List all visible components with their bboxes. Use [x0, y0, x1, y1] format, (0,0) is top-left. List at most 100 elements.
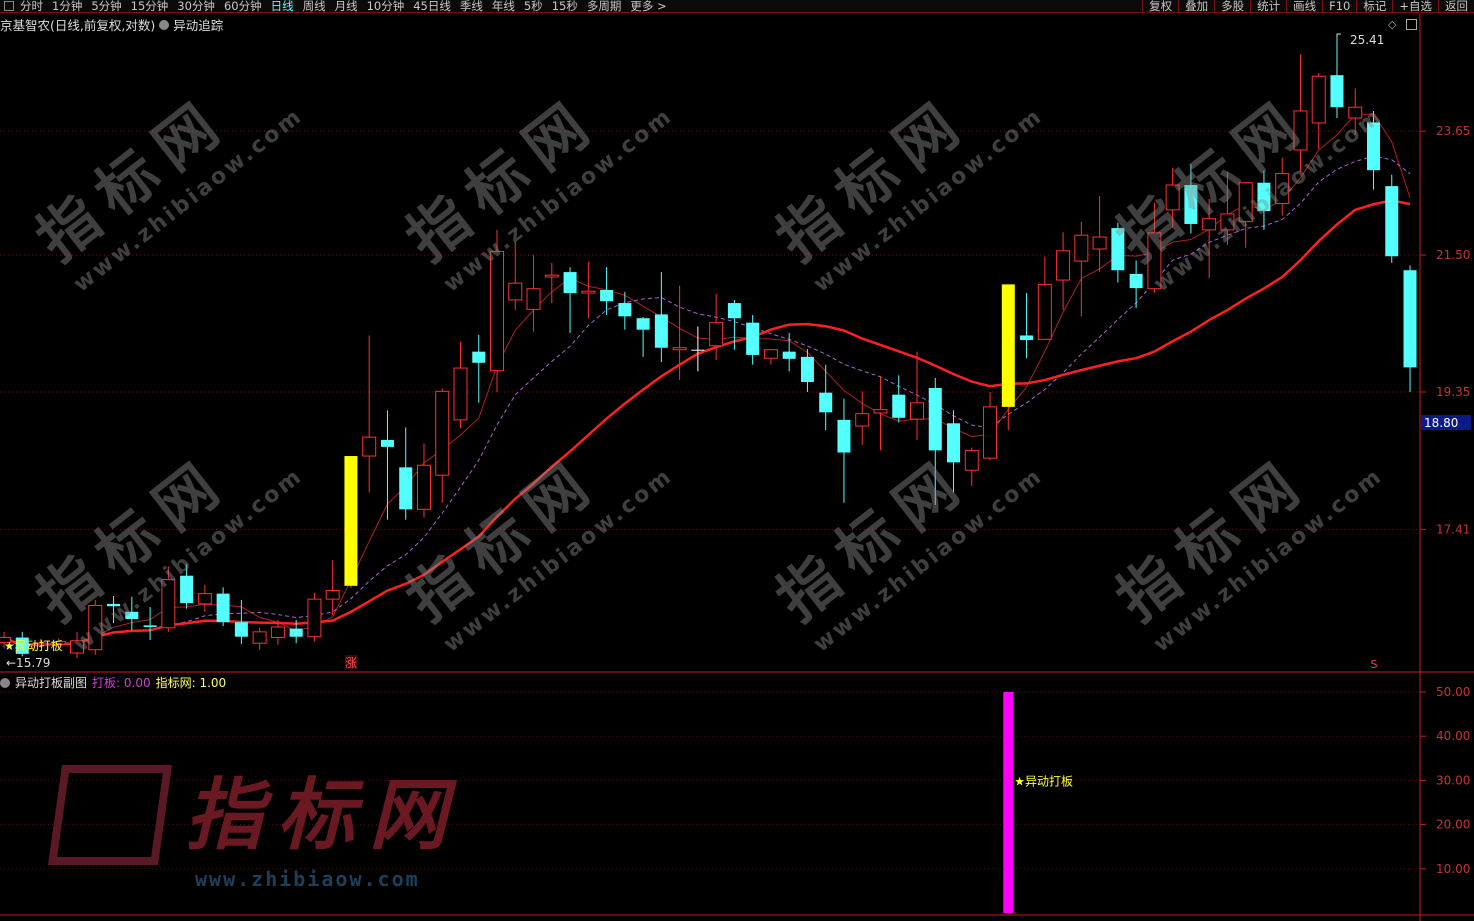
candle-body-up — [33, 642, 48, 646]
candle-body-down — [654, 314, 668, 348]
candle-body-down — [947, 423, 961, 463]
candle — [453, 341, 468, 429]
candle-body-down — [1257, 182, 1271, 212]
candle-body-up — [1074, 234, 1089, 262]
candle — [983, 392, 998, 461]
signal-label-main: ★异动打板 — [4, 639, 63, 653]
candle-body-up — [51, 641, 66, 645]
low-price-label: ←15.79 — [6, 656, 50, 670]
candle — [380, 410, 394, 520]
indicator-title: 异动打板副图 — [15, 676, 88, 690]
timeframe-tab[interactable]: 年线 — [491, 0, 515, 13]
timeframe-tab[interactable]: 15秒 — [551, 0, 578, 13]
candle-body-up — [1348, 106, 1363, 119]
candle — [1074, 221, 1089, 317]
current-price-box — [1421, 415, 1471, 430]
timeframe-tab[interactable]: 季线 — [459, 0, 483, 13]
candle — [636, 316, 650, 357]
y-tick-label: 19.35 — [1436, 385, 1470, 399]
indicator-settings-icon[interactable] — [0, 677, 10, 688]
rise-marker-bg — [344, 655, 358, 669]
timeframe-tab[interactable]: 10分钟 — [366, 0, 405, 13]
timeframe-tab[interactable]: 周线 — [302, 0, 326, 13]
candle — [15, 631, 29, 657]
timeframe-tab[interactable]: 更多 > — [630, 0, 667, 13]
sub-y-tick-label: 10.00 — [1436, 862, 1470, 876]
diamond-icon[interactable]: ◇ — [1388, 18, 1397, 31]
indicator-name[interactable]: 异动追踪 — [173, 18, 224, 33]
candle — [672, 285, 687, 380]
candle — [88, 599, 103, 655]
candle-body-up — [983, 406, 998, 459]
current-price-label: 18.80 — [1424, 416, 1458, 430]
candle — [727, 299, 741, 350]
candle-body-up — [1092, 236, 1107, 250]
toolbar-button[interactable]: 标记 — [1356, 0, 1392, 13]
timeframe-tab[interactable]: 5分钟 — [91, 0, 122, 13]
logo-url: www.zhibiaow.com — [195, 867, 420, 891]
sub-y-tick-label: 30.00 — [1436, 773, 1470, 787]
timeframe-tab[interactable]: 日线 — [270, 0, 294, 13]
candle — [691, 326, 705, 372]
signal-bar — [1003, 692, 1014, 913]
toolbar-button[interactable]: 叠加 — [1178, 0, 1214, 13]
candle — [307, 592, 322, 642]
candle-body-down — [380, 439, 394, 447]
candle-body-down — [180, 575, 194, 604]
candle — [1056, 232, 1071, 310]
candle — [125, 596, 139, 631]
candle-body-up — [1238, 182, 1253, 223]
timeframe-tab[interactable]: 5秒 — [523, 0, 543, 13]
menu-icon[interactable] — [4, 1, 14, 11]
candle-body-up — [416, 464, 431, 510]
candle — [234, 599, 248, 645]
candle — [51, 638, 66, 647]
candle-body-down — [472, 351, 486, 363]
toolbar-button[interactable]: +自选 — [1392, 0, 1438, 13]
candle — [1111, 222, 1125, 283]
candle-body-down — [15, 637, 29, 654]
timeframe-tab[interactable]: 分时 — [20, 0, 43, 13]
candle-body-down — [1330, 75, 1344, 108]
candle-body-down — [618, 303, 632, 317]
candle-body-limit-up — [1001, 284, 1015, 407]
toolbar-button[interactable]: 复权 — [1142, 0, 1178, 13]
candle-body-up — [855, 413, 870, 427]
candle-body-down — [746, 322, 760, 355]
candle — [618, 291, 632, 330]
candle-body-down — [691, 349, 705, 351]
toolbar-button[interactable]: 多股 — [1214, 0, 1250, 13]
candle — [1367, 110, 1380, 190]
candle-body-down — [563, 272, 577, 294]
timeframe-tab[interactable]: 1分钟 — [52, 0, 83, 13]
toolbar-button[interactable]: 统计 — [1250, 0, 1286, 13]
candle-body-up — [873, 409, 888, 414]
candle-body-up — [526, 288, 541, 310]
indicator-legend: 异动打板副图 打板: 0.00 指标网: 1.00 — [0, 674, 226, 691]
candle-body-down — [892, 394, 906, 418]
candle — [1001, 284, 1015, 431]
timeframe-tab[interactable]: 30分钟 — [177, 0, 215, 13]
toolbar-button[interactable]: 返回 — [1438, 0, 1474, 13]
candle — [837, 398, 851, 503]
timeframe-tab[interactable]: 多周期 — [586, 0, 622, 13]
timeframe-tab[interactable]: 月线 — [334, 0, 358, 13]
candle — [161, 566, 176, 632]
candle — [1184, 164, 1198, 234]
panel-toggle-icon[interactable] — [1406, 19, 1417, 30]
timeframe-tab[interactable]: 15分钟 — [130, 0, 169, 13]
indicator-dropdown-icon[interactable] — [159, 19, 170, 30]
timeframe-tab[interactable]: 45日线 — [413, 0, 451, 13]
candle-body-down — [1385, 186, 1399, 257]
candle — [1165, 167, 1180, 228]
candle — [873, 376, 888, 451]
stock-title: 京基智农(日线,前复权,对数) — [0, 18, 156, 33]
toolbar-button[interactable]: F10 — [1322, 0, 1356, 13]
toolbar-button[interactable]: 画线 — [1286, 0, 1322, 13]
candle-body-down — [600, 289, 614, 302]
candle — [0, 631, 11, 649]
candle — [1147, 202, 1162, 294]
candle — [289, 619, 303, 644]
timeframe-tab[interactable]: 60分钟 — [223, 0, 262, 13]
